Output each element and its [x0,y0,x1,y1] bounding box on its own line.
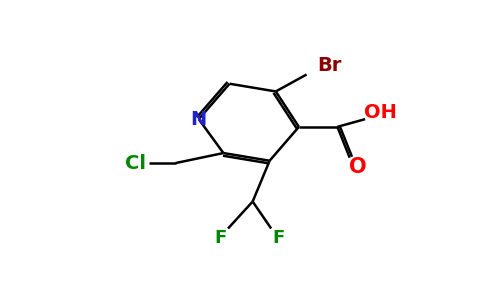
Text: O: O [348,157,366,177]
Text: Cl: Cl [125,154,146,172]
Text: F: F [272,229,285,247]
Text: Br: Br [318,56,342,75]
Text: F: F [214,229,227,247]
Text: OH: OH [364,103,397,122]
Text: N: N [191,110,207,129]
